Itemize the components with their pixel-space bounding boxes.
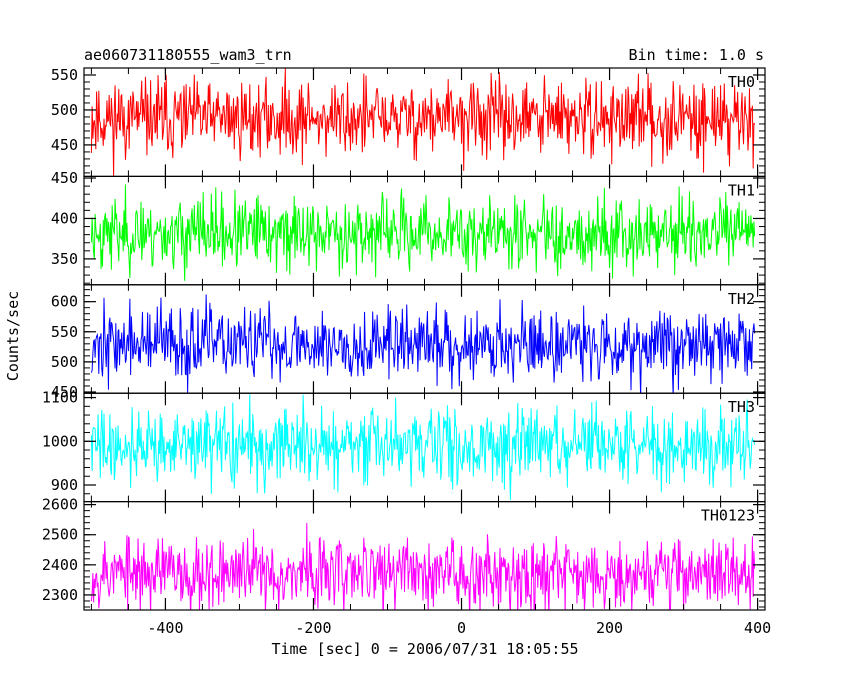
y-tick-label: 550 <box>51 66 78 84</box>
series-label-th0123: TH0123 <box>701 507 755 525</box>
y-tick-label: 550 <box>51 323 78 341</box>
y-tick-label: 400 <box>51 209 78 227</box>
series-label-th2: TH2 <box>728 290 755 308</box>
y-tick-label: 2500 <box>42 526 78 544</box>
y-tick-label: 500 <box>51 353 78 371</box>
series-label-th1: TH1 <box>728 181 755 199</box>
x-tick-label: 400 <box>744 619 771 637</box>
y-tick-label: 2600 <box>42 496 78 514</box>
y-axis-label: Counts/sec <box>4 291 22 381</box>
x-tick-label: -400 <box>147 619 183 637</box>
series-label-th0: TH0 <box>728 73 755 91</box>
panel-th2: 450 500 550 600 TH2 <box>51 284 766 401</box>
series-label-th3: TH3 <box>728 398 755 416</box>
y-tick-label: 450 <box>51 383 78 401</box>
chart-title: ae060731180555_wam3_trn <box>84 46 292 64</box>
y-tick-label: 500 <box>51 101 78 119</box>
panel-th1: 350 400 450 TH1 <box>51 169 766 286</box>
y-tick-label: 450 <box>51 169 78 187</box>
series-line-th2 <box>90 294 756 394</box>
chart-subtitle: Bin time: 1.0 s <box>629 46 764 64</box>
y-tick-label: 1100 <box>42 389 78 407</box>
series-line-th0 <box>90 68 756 177</box>
x-tick-label: -200 <box>295 619 331 637</box>
panels-group: 450 500 550 TH0 350 400 450 TH1 450 500 550 600 TH2 9… <box>42 66 766 611</box>
y-tick-label: 350 <box>51 250 78 268</box>
x-tick-label: 200 <box>596 619 623 637</box>
y-tick-label: 900 <box>51 476 78 494</box>
x-axis-label: Time [sec] 0 = 2006/07/31 18:05:55 <box>271 640 578 658</box>
y-tick-label: 1000 <box>42 432 78 450</box>
series-line-th1 <box>90 184 756 281</box>
x-tick-label: 0 <box>457 619 466 637</box>
y-tick-label: 2400 <box>42 556 78 574</box>
y-tick-label: 2300 <box>42 586 78 604</box>
panel-th0123: 2300 2400 2500 2600 TH0123 <box>42 496 766 611</box>
y-tick-label: 600 <box>51 293 78 311</box>
series-line-th0123 <box>90 522 756 611</box>
panel-th3: 900 1000 1100 TH3 <box>42 389 766 503</box>
series-line-th3 <box>90 394 756 500</box>
y-tick-label: 450 <box>51 136 78 154</box>
panel-th0: 450 500 550 TH0 <box>51 66 766 178</box>
x-axis: -400 -200 0 200 400 <box>147 619 771 637</box>
panel-frame <box>83 392 766 503</box>
